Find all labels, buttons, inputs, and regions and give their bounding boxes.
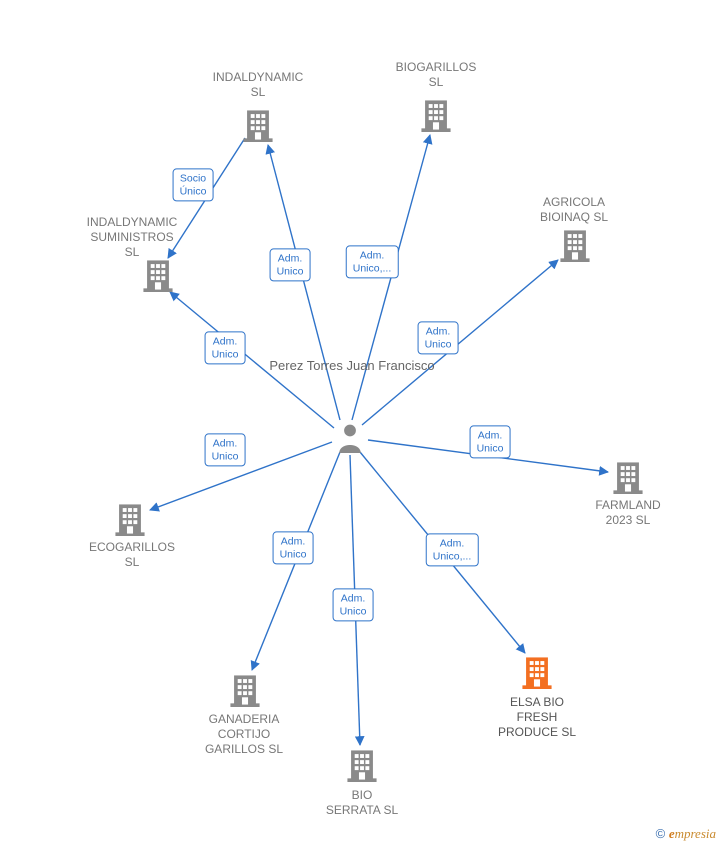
node-label: BIO SERRATA SL xyxy=(326,788,398,818)
copyright-symbol: © xyxy=(656,826,666,841)
node-label: FARMLAND 2023 SL xyxy=(595,498,660,528)
building-icon xyxy=(143,258,173,292)
edge-label: Adm. Unico xyxy=(270,248,311,281)
node-label: INDALDYNAMIC SL xyxy=(213,70,304,100)
edge-label: Socio Único xyxy=(173,168,214,201)
edge-label: Adm. Unico xyxy=(418,321,459,354)
building-icon xyxy=(115,502,145,536)
building-icon xyxy=(421,98,451,132)
building-icon xyxy=(243,108,273,142)
edge-label: Adm. Unico xyxy=(205,433,246,466)
building-icon xyxy=(347,748,377,782)
node-label: INDALDYNAMIC SUMINISTROS SL xyxy=(87,215,178,260)
center-label: Perez Torres Juan Francisco xyxy=(269,358,434,375)
building-icon xyxy=(230,673,260,707)
building-icon xyxy=(613,460,643,494)
building-icon xyxy=(522,655,552,689)
edge-label: Adm. Unico,... xyxy=(346,245,399,278)
edge-label: Adm. Unico,... xyxy=(426,533,479,566)
building-icon xyxy=(560,228,590,262)
edge-label: Adm. Unico xyxy=(470,425,511,458)
node-label: GANADERIA CORTIJO GARILLOS SL xyxy=(205,712,283,757)
node-label: BIOGARILLOS SL xyxy=(396,60,477,90)
edge-label: Adm. Unico xyxy=(273,531,314,564)
edge xyxy=(268,145,340,420)
node-label: ELSA BIO FRESH PRODUCE SL xyxy=(498,695,576,740)
node-label: ECOGARILLOS SL xyxy=(89,540,175,570)
edge xyxy=(362,260,558,425)
edge-label: Adm. Unico xyxy=(205,331,246,364)
diagram-canvas xyxy=(0,0,728,850)
edge-label: Adm. Unico xyxy=(333,588,374,621)
copyright: © empresia xyxy=(656,826,716,842)
person-icon xyxy=(337,423,363,453)
node-label: AGRICOLA BIOINAQ SL xyxy=(540,195,608,225)
